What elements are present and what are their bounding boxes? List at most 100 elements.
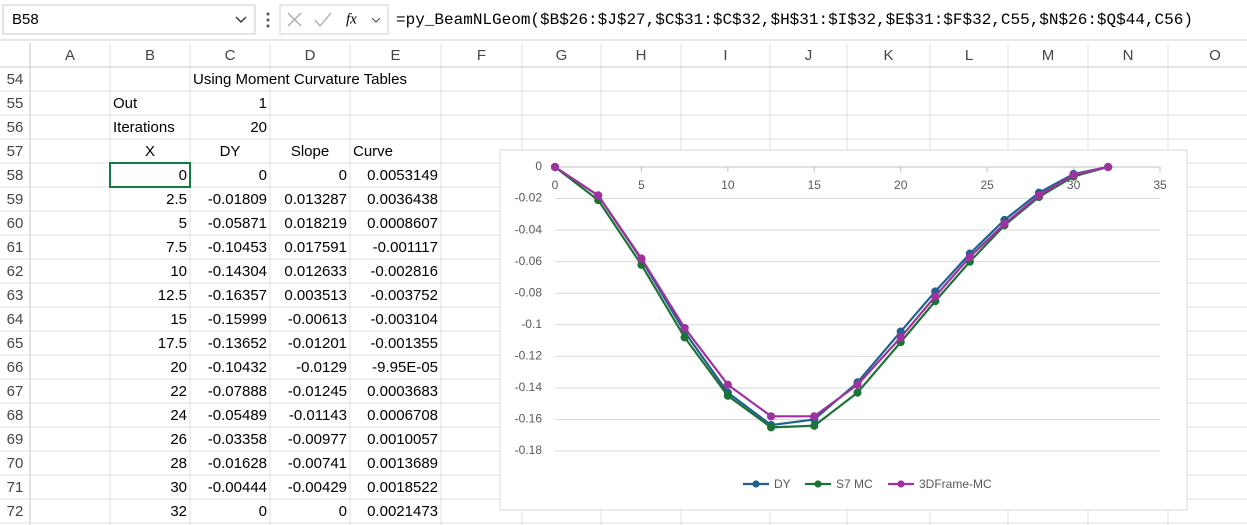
cell-text[interactable]: -0.03358 <box>208 431 267 448</box>
cancel-button[interactable] <box>287 12 302 27</box>
cell-text[interactable]: 12.5 <box>158 287 187 304</box>
cell-text[interactable]: 0.0008607 <box>367 215 438 232</box>
column-header[interactable]: G <box>556 47 568 64</box>
column-header[interactable]: H <box>636 47 647 64</box>
cell-text[interactable]: 0 <box>179 167 187 184</box>
row-header[interactable]: 54 <box>7 71 24 88</box>
chart-area[interactable] <box>499 149 1188 511</box>
cell-text[interactable]: 28 <box>170 455 187 472</box>
column-header[interactable]: A <box>65 47 75 64</box>
cell-text[interactable]: 17.5 <box>158 335 187 352</box>
cell-text[interactable]: 0.013287 <box>284 191 347 208</box>
cell-text[interactable]: Slope <box>291 143 329 160</box>
cell-text[interactable]: -0.01201 <box>288 335 347 352</box>
cell-text[interactable]: -9.95E-05 <box>372 359 438 376</box>
cell-text[interactable]: DY <box>220 143 241 160</box>
row-header[interactable]: 59 <box>7 191 24 208</box>
cell-text[interactable]: -0.00613 <box>288 311 347 328</box>
cell-text[interactable]: -0.05489 <box>208 407 267 424</box>
row-header[interactable]: 70 <box>7 455 24 472</box>
cell-text[interactable]: 15 <box>170 311 187 328</box>
cell-text[interactable]: -0.001355 <box>370 335 438 352</box>
more-options[interactable] <box>266 12 270 28</box>
selected-cell[interactable] <box>109 162 191 188</box>
row-header[interactable]: 67 <box>7 383 24 400</box>
row-header[interactable]: 66 <box>7 359 24 376</box>
function-dropdown[interactable] <box>371 17 381 23</box>
cell-text[interactable]: 24 <box>170 407 187 424</box>
column-header[interactable]: K <box>883 47 893 64</box>
insert-function-button[interactable]: fx <box>346 11 357 27</box>
enter-button[interactable] <box>314 12 332 28</box>
cell-text[interactable]: -0.10432 <box>208 359 267 376</box>
cell-text[interactable]: 30 <box>170 479 187 496</box>
cell-text[interactable]: 0.018219 <box>284 215 347 232</box>
cell-text[interactable]: -0.0129 <box>296 359 347 376</box>
row-header[interactable]: 65 <box>7 335 24 352</box>
cell-text[interactable]: 0.012633 <box>284 263 347 280</box>
cell-text[interactable]: Curve <box>353 143 393 160</box>
row-header[interactable]: 71 <box>7 479 24 496</box>
cell-text[interactable]: -0.00977 <box>288 431 347 448</box>
cell-text[interactable]: 0.017591 <box>284 239 347 256</box>
cell-text[interactable]: -0.01143 <box>289 407 347 424</box>
cell-text[interactable]: 0 <box>259 503 267 520</box>
row-header[interactable]: 56 <box>7 119 24 136</box>
cell-text[interactable]: 2.5 <box>166 191 187 208</box>
column-header[interactable]: O <box>1209 47 1221 64</box>
cell-text[interactable]: -0.16357 <box>208 287 267 304</box>
cell-text[interactable]: -0.002816 <box>370 263 438 280</box>
column-header[interactable]: B <box>145 47 155 64</box>
cell-text[interactable]: 0.0021473 <box>367 503 438 520</box>
row-header[interactable]: 62 <box>7 263 24 280</box>
cell-text[interactable]: -0.01809 <box>208 191 267 208</box>
cell-text[interactable]: 0.0010057 <box>367 431 438 448</box>
cell-text[interactable]: 1 <box>259 95 267 112</box>
cell-text[interactable]: -0.003104 <box>370 311 438 328</box>
cell-text[interactable]: X <box>145 143 155 160</box>
row-header[interactable]: 55 <box>7 95 24 112</box>
cell-text[interactable]: -0.00741 <box>288 455 347 472</box>
cell-text[interactable]: 0 <box>339 167 347 184</box>
column-header[interactable]: L <box>965 47 973 64</box>
cell-text[interactable]: 0.0036438 <box>367 191 438 208</box>
cell-text[interactable]: 7.5 <box>166 239 187 256</box>
column-header[interactable]: E <box>390 47 400 64</box>
column-header[interactable]: D <box>305 47 316 64</box>
cell-text[interactable]: -0.00429 <box>288 479 347 496</box>
cell-text[interactable]: -0.00444 <box>208 479 267 496</box>
cell-text[interactable]: 32 <box>170 503 187 520</box>
cell-text[interactable]: 0.0018522 <box>367 479 438 496</box>
column-header[interactable]: I <box>723 47 727 64</box>
row-header[interactable]: 63 <box>7 287 24 304</box>
cell-text[interactable]: Iterations <box>113 119 175 136</box>
row-header[interactable]: 58 <box>7 167 24 184</box>
cell-text[interactable]: 0 <box>259 167 267 184</box>
cell-text[interactable]: 0.0006708 <box>367 407 438 424</box>
cell-text[interactable]: -0.001117 <box>373 239 438 256</box>
cell-text[interactable]: Using Moment Curvature Tables <box>193 71 407 88</box>
cell-text[interactable]: 0.0013689 <box>367 455 438 472</box>
cell-text[interactable]: -0.13652 <box>208 335 267 352</box>
cell-text[interactable]: 22 <box>170 383 187 400</box>
legend-label[interactable]: 3DFrame-MC <box>919 477 992 491</box>
row-header[interactable]: 72 <box>7 503 24 520</box>
cell-text[interactable]: -0.15999 <box>208 311 267 328</box>
cell-text[interactable]: 20 <box>250 119 267 136</box>
row-header[interactable]: 69 <box>7 431 24 448</box>
column-header[interactable]: J <box>805 47 813 64</box>
formula-text[interactable]: =py_BeamNLGeom($B$26:$J$27,$C$31:$C$32,$… <box>396 11 1193 29</box>
cell-text[interactable]: 10 <box>170 263 187 280</box>
row-header[interactable]: 57 <box>7 143 24 160</box>
cell-text[interactable]: -0.10453 <box>208 239 267 256</box>
column-header[interactable]: N <box>1123 47 1134 64</box>
name-box[interactable] <box>2 4 256 35</box>
cell-text[interactable]: -0.14304 <box>208 263 267 280</box>
column-header[interactable]: M <box>1042 47 1055 64</box>
cell-text[interactable]: 0.0053149 <box>367 167 438 184</box>
cell-text[interactable]: 20 <box>170 359 187 376</box>
row-header[interactable]: 61 <box>7 239 24 256</box>
cell-text[interactable]: -0.003752 <box>370 287 438 304</box>
cell-text[interactable]: -0.01245 <box>288 383 347 400</box>
cell-text[interactable]: 0 <box>339 503 347 520</box>
